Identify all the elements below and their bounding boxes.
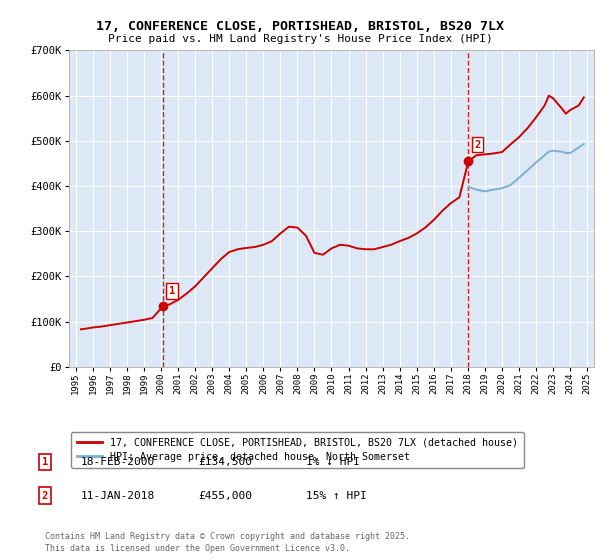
- Text: 11-JAN-2018: 11-JAN-2018: [81, 491, 155, 501]
- Text: Contains HM Land Registry data © Crown copyright and database right 2025.
This d: Contains HM Land Registry data © Crown c…: [45, 533, 410, 553]
- Text: 1: 1: [169, 286, 175, 296]
- Legend: 17, CONFERENCE CLOSE, PORTISHEAD, BRISTOL, BS20 7LX (detached house), HPI: Avera: 17, CONFERENCE CLOSE, PORTISHEAD, BRISTO…: [71, 432, 524, 468]
- Text: £455,000: £455,000: [198, 491, 252, 501]
- Text: Price paid vs. HM Land Registry's House Price Index (HPI): Price paid vs. HM Land Registry's House …: [107, 34, 493, 44]
- Text: 18-FEB-2000: 18-FEB-2000: [81, 457, 155, 467]
- Text: 17, CONFERENCE CLOSE, PORTISHEAD, BRISTOL, BS20 7LX: 17, CONFERENCE CLOSE, PORTISHEAD, BRISTO…: [96, 20, 504, 32]
- Text: 2: 2: [42, 491, 48, 501]
- Text: 1: 1: [42, 457, 48, 467]
- Text: 2: 2: [475, 140, 481, 150]
- Text: £134,500: £134,500: [198, 457, 252, 467]
- Text: 15% ↑ HPI: 15% ↑ HPI: [306, 491, 367, 501]
- Text: 1% ↓ HPI: 1% ↓ HPI: [306, 457, 360, 467]
